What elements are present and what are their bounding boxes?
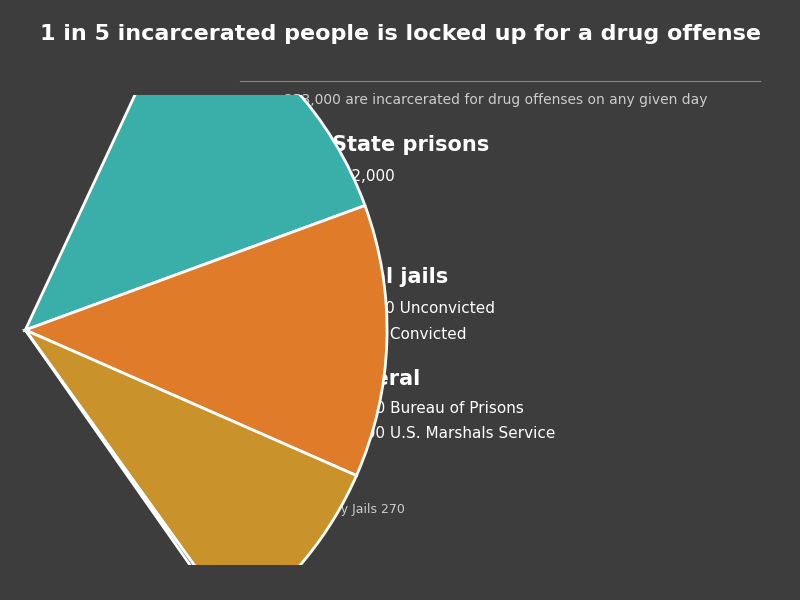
Text: 69,000 Bureau of Prisons: 69,000 Bureau of Prisons — [332, 401, 524, 416]
Text: Youth 1,600: Youth 1,600 — [256, 480, 330, 493]
Text: Federal: Federal — [332, 369, 420, 389]
Text: Military 55: Military 55 — [256, 526, 322, 539]
Text: 1 in 5 incarcerated people is locked up for a drug offense: 1 in 5 incarcerated people is locked up … — [39, 24, 761, 44]
Wedge shape — [26, 206, 387, 476]
Text: Indian Country Jails 270: Indian Country Jails 270 — [256, 503, 405, 516]
Wedge shape — [26, 2, 365, 330]
Text: 353,000 are incarcerated for drug offenses on any given day: 353,000 are incarcerated for drug offens… — [284, 93, 708, 107]
Wedge shape — [26, 330, 236, 600]
Text: 21,000 U.S. Marshals Service: 21,000 U.S. Marshals Service — [332, 426, 555, 441]
Text: 20,000 Convicted: 20,000 Convicted — [332, 327, 466, 342]
Text: 109,000 Unconvicted: 109,000 Unconvicted — [332, 301, 495, 316]
Text: State prisons: State prisons — [332, 135, 490, 155]
Text: 132,000: 132,000 — [332, 169, 394, 184]
Text: Local jails: Local jails — [332, 267, 448, 287]
Wedge shape — [26, 330, 357, 600]
